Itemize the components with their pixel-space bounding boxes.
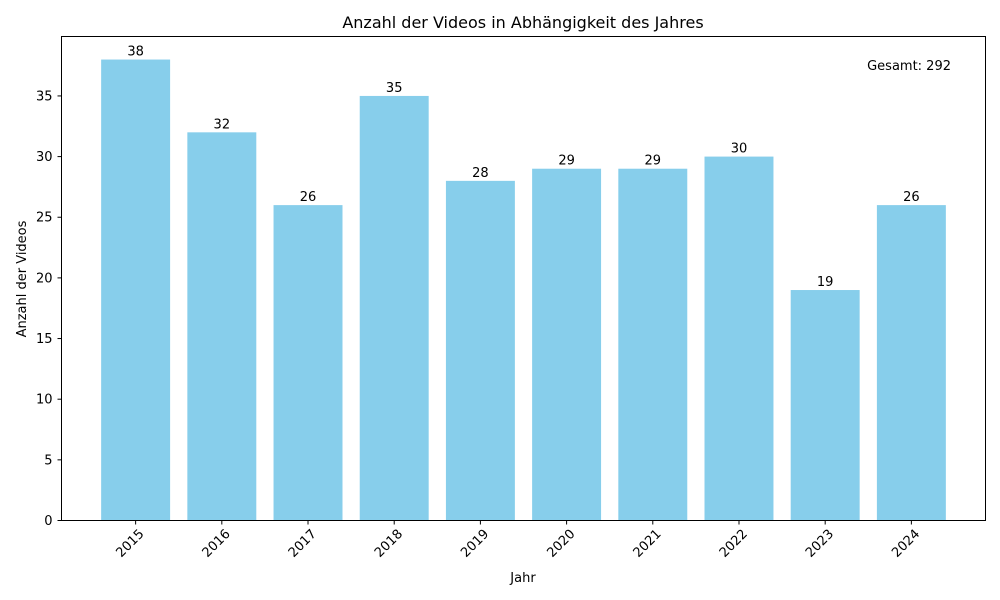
bar-2020: [532, 168, 602, 521]
bar-value-label-2023: 19: [817, 275, 834, 290]
bar-value-label-2017: 26: [300, 190, 317, 205]
y-tick-label-10: 10: [36, 393, 53, 408]
bar-value-label-2016: 32: [214, 117, 231, 132]
y-tick-label-15: 15: [36, 332, 53, 347]
bar-value-label-2018: 35: [386, 81, 403, 96]
x-tick-label-2016: 2016: [200, 527, 234, 561]
y-axis-ticks: 0 5 10 15 20 25 30 35: [36, 89, 62, 529]
x-tick-label-2021: 2021: [631, 527, 665, 561]
bar-2018: [359, 95, 429, 521]
x-axis-label: Jahr: [509, 571, 536, 586]
y-axis-label: Anzahl der Videos: [15, 220, 30, 337]
bar-2022: [704, 156, 774, 521]
bar-2023: [790, 290, 860, 521]
bar-2017: [273, 205, 343, 521]
plot-frame: [61, 36, 986, 521]
x-tick-label-2018: 2018: [372, 527, 406, 561]
bar-2016: [187, 132, 257, 521]
bar-2019: [445, 180, 515, 521]
x-tick-label-2015: 2015: [113, 527, 147, 561]
x-tick-label-2019: 2019: [458, 527, 492, 561]
bar-2015: [101, 59, 171, 521]
bar-value-label-2024: 26: [903, 190, 920, 205]
x-tick-label-2020: 2020: [544, 527, 578, 561]
bars-group: [101, 59, 946, 521]
bar-value-label-2019: 28: [472, 166, 489, 181]
total-annotation: Gesamt: 292: [867, 59, 951, 74]
x-tick-label-2017: 2017: [286, 527, 320, 561]
y-tick-label-35: 35: [36, 89, 53, 104]
value-labels-group: 38 32 26 35 28 29 29 30 19 26: [127, 45, 919, 290]
bar-2024: [876, 205, 946, 521]
x-tick-label-2022: 2022: [717, 527, 751, 561]
y-tick-label-5: 5: [44, 453, 52, 468]
x-tick-label-2023: 2023: [803, 527, 837, 561]
chart-title: Anzahl der Videos in Abhängigkeit des Ja…: [342, 13, 703, 32]
x-axis-ticks: 2015 2016 2017 2018 2019 2020 2021 2022 2023 2024: [113, 520, 923, 561]
bar-value-label-2022: 30: [731, 142, 748, 157]
bar-2021: [618, 168, 688, 521]
y-tick-label-25: 25: [36, 211, 53, 226]
x-tick-label-2024: 2024: [889, 527, 923, 561]
y-tick-label-0: 0: [44, 514, 52, 529]
bar-value-label-2020: 29: [558, 154, 575, 169]
bar-value-label-2021: 29: [645, 154, 662, 169]
y-tick-label-20: 20: [36, 271, 53, 286]
y-tick-label-30: 30: [36, 150, 53, 165]
bar-value-label-2015: 38: [127, 45, 144, 60]
